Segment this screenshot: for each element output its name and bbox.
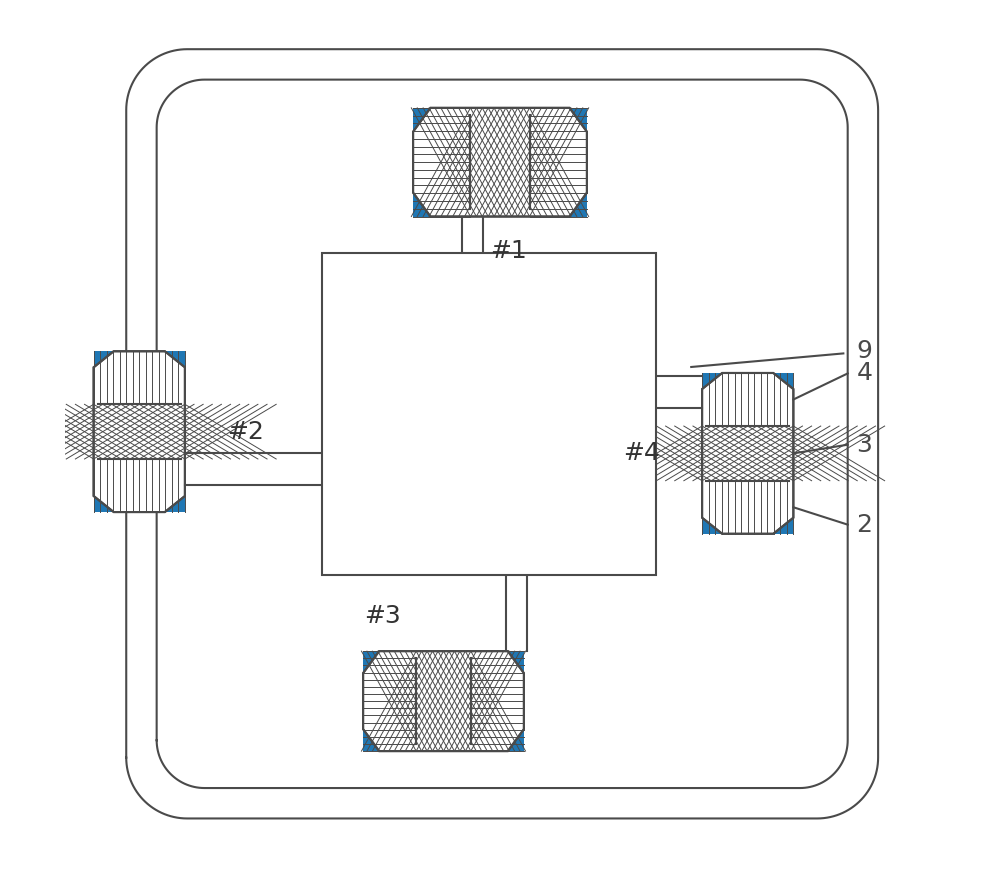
Bar xyxy=(94,405,185,459)
Bar xyxy=(702,480,793,534)
Bar xyxy=(322,254,656,575)
Polygon shape xyxy=(702,373,793,534)
Bar xyxy=(702,426,793,480)
Polygon shape xyxy=(363,651,524,751)
Text: 2: 2 xyxy=(856,513,872,536)
Bar xyxy=(94,459,185,512)
Bar xyxy=(530,108,587,216)
Bar xyxy=(470,108,530,216)
Text: #1: #1 xyxy=(490,239,527,263)
Text: #3: #3 xyxy=(364,604,401,629)
Bar xyxy=(702,373,793,426)
Text: 9: 9 xyxy=(856,339,872,363)
Text: #4: #4 xyxy=(623,441,660,466)
Bar xyxy=(471,651,524,751)
Text: 4: 4 xyxy=(856,361,872,385)
Bar xyxy=(413,108,470,216)
Bar xyxy=(416,651,471,751)
Text: #2: #2 xyxy=(227,419,264,444)
Text: 3: 3 xyxy=(856,433,872,457)
Polygon shape xyxy=(94,351,185,512)
Bar xyxy=(363,651,416,751)
Bar xyxy=(94,351,185,405)
Polygon shape xyxy=(413,108,587,216)
